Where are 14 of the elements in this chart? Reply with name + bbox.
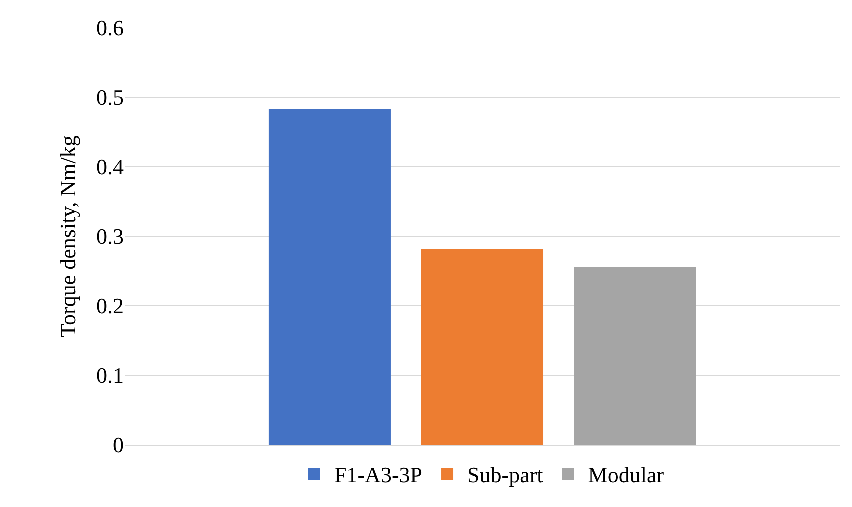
y-tick-label: 0.1 [96, 363, 124, 388]
legend-label: F1-A3-3P [334, 462, 423, 488]
y-tick-label: 0.4 [96, 154, 124, 180]
legend-label: Sub-part [468, 462, 544, 488]
y-tick-label: 0.6 [96, 16, 124, 41]
legend-label: Modular [588, 462, 665, 488]
bar [574, 267, 696, 445]
y-tick-label: 0.5 [96, 85, 124, 110]
bar [268, 109, 391, 445]
y-tick-label: 0.2 [96, 294, 124, 319]
y-axis-title: Torque density, Nm/kg [55, 136, 80, 338]
y-tick-label: 0.3 [96, 224, 124, 250]
bar [421, 249, 544, 445]
y-tick-label: 0 [113, 432, 124, 458]
